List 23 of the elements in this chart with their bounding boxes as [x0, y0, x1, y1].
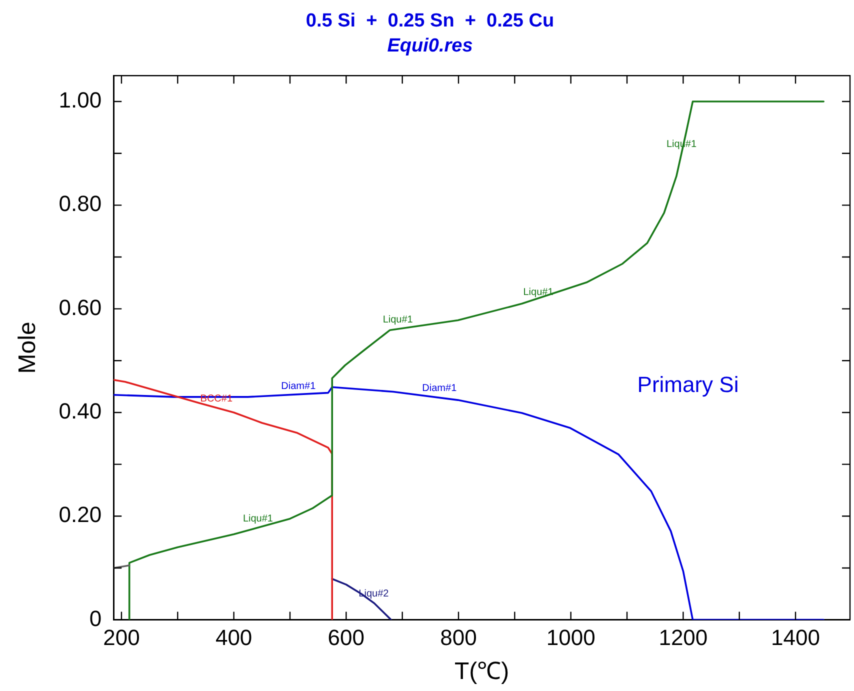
x-tick-label: 1200 [658, 625, 708, 650]
annotation: Liqu#1 [242, 513, 274, 524]
x-axis-title: T(℃) [454, 658, 510, 686]
y-tick-label: 0 [89, 606, 102, 631]
annotation: Diam#1 [281, 381, 316, 392]
annotation: Liqu#1 [523, 286, 554, 298]
y-tick-label: 0.60 [58, 294, 102, 320]
y-tick-label: 1.00 [58, 88, 102, 113]
annotation: Diam#1 [422, 383, 458, 394]
x-tick-label: 800 [440, 625, 477, 650]
annotation: Primary Si [637, 372, 739, 397]
chart-subtitle: Equi0.res [387, 35, 473, 56]
y-tick-label: 0.20 [58, 502, 102, 528]
x-tick-label: 200 [103, 625, 140, 650]
y-tick-label: 0.80 [58, 191, 102, 216]
y-tick-label: 0.40 [58, 398, 102, 424]
chart-title: 0.5 Si + 0.25 Sn + 0.25 Cu [306, 10, 554, 32]
x-tick-label: 400 [215, 625, 252, 650]
y-axis-title: Mole [14, 322, 42, 374]
annotation: Liqu#1 [382, 314, 414, 326]
x-tick-label: 1000 [546, 625, 596, 650]
x-tick-label: 600 [328, 625, 365, 650]
x-tick-label: 1400 [771, 625, 820, 650]
